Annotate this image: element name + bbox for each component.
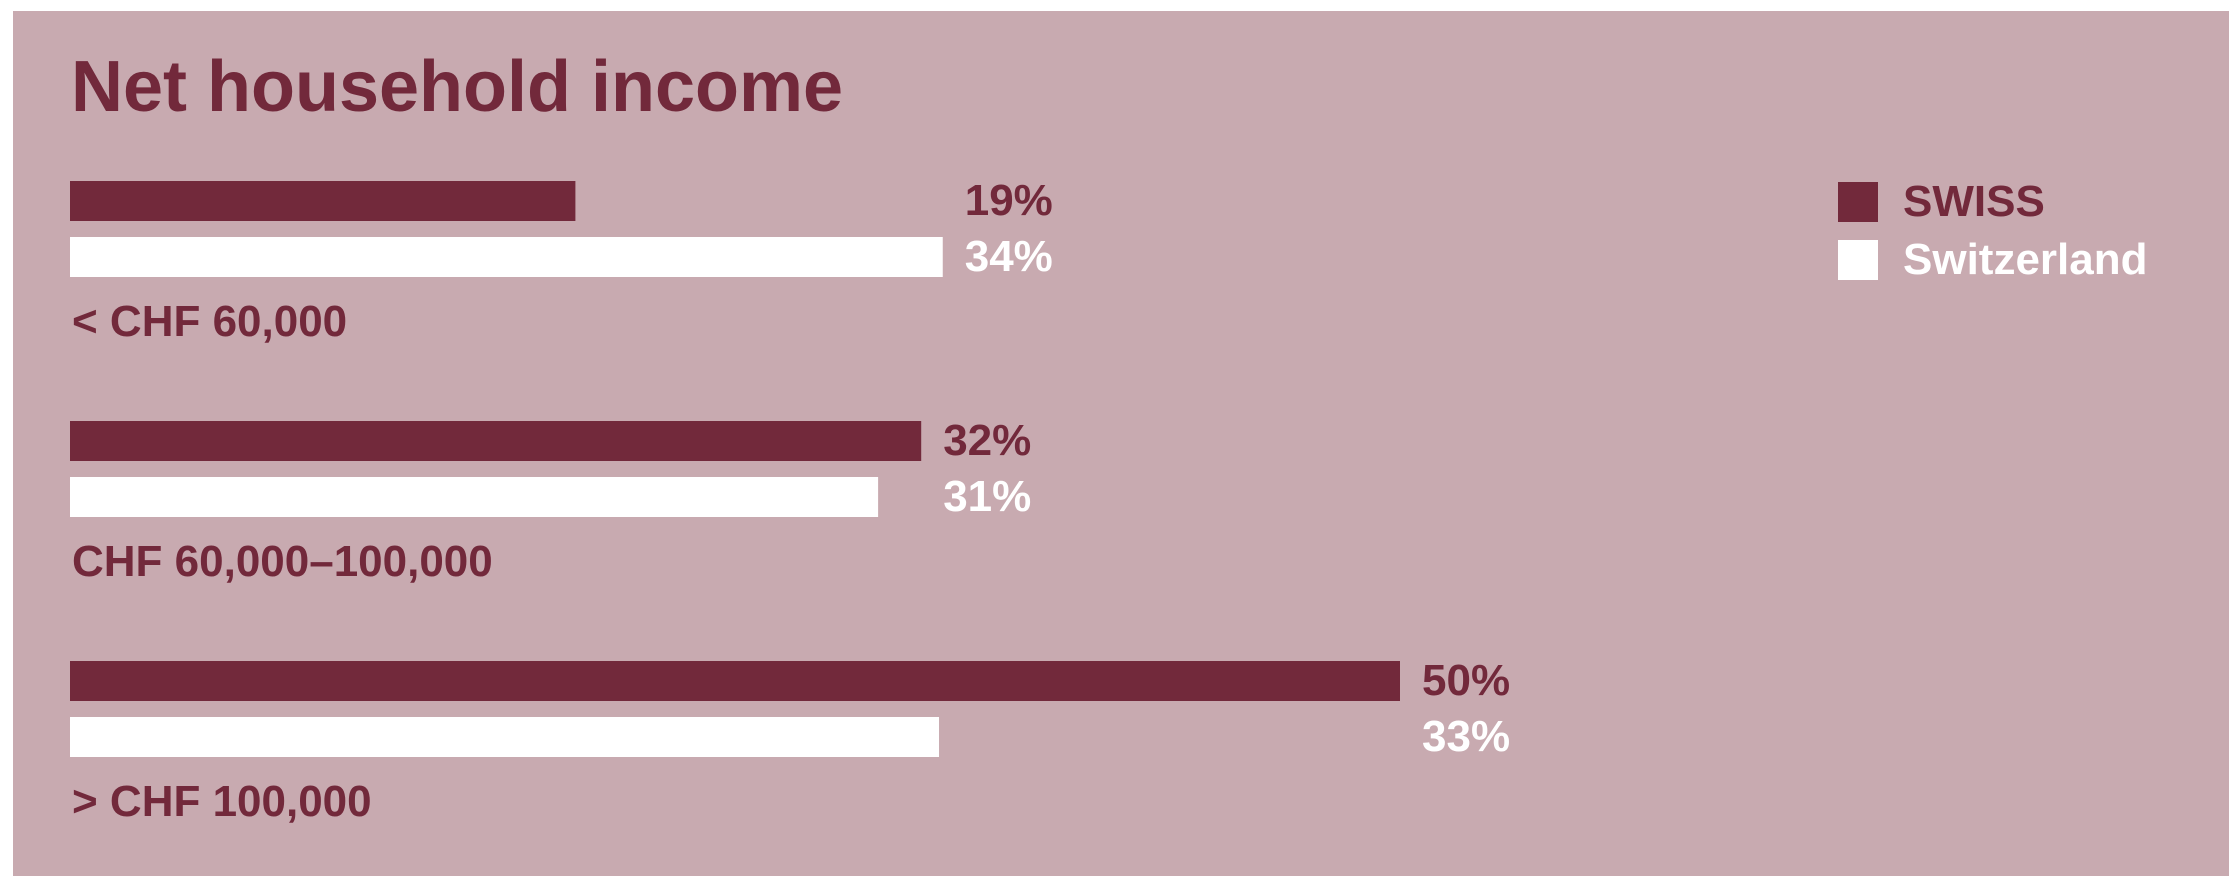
value-label-swiss-chf-60-000-100-000: 32% [943,416,1031,465]
chart-panel: Net household income 19% 34% < CHF 60,000 3… [13,11,2229,876]
category-label-chf-60-000: < CHF 60,000 [72,297,347,346]
bar-switzerland-chf-60-000 [70,237,943,277]
legend-swatch-switzerland [1838,240,1878,280]
value-label-switzerland-chf-100-000: 33% [1422,712,1510,761]
bar-chart: 19% 34% < CHF 60,000 32% 31% CHF 60,000–100,0… [70,176,1510,826]
chart-title: Net household income [71,47,844,127]
bar-swiss-chf-60-000-100-000 [70,421,922,461]
category-label-chf-60-000-100-000: CHF 60,000–100,000 [72,537,493,586]
legend-swatch-swiss [1838,182,1878,222]
bar-switzerland-chf-60-000-100-000 [70,477,879,517]
legend-label-switzerland: Switzerland [1903,235,2148,284]
bar-switzerland-chf-100-000 [70,717,940,757]
value-label-switzerland-chf-60-000: 34% [965,232,1053,281]
bar-swiss-chf-60-000 [70,181,576,221]
legend-label-swiss: SWISS [1903,177,2045,226]
category-label-chf-100-000: > CHF 100,000 [72,777,372,826]
bar-swiss-chf-100-000 [70,661,1400,701]
value-label-swiss-chf-100-000: 50% [1422,656,1510,705]
value-label-switzerland-chf-60-000-100-000: 31% [943,472,1031,521]
value-label-swiss-chf-60-000: 19% [965,176,1053,225]
